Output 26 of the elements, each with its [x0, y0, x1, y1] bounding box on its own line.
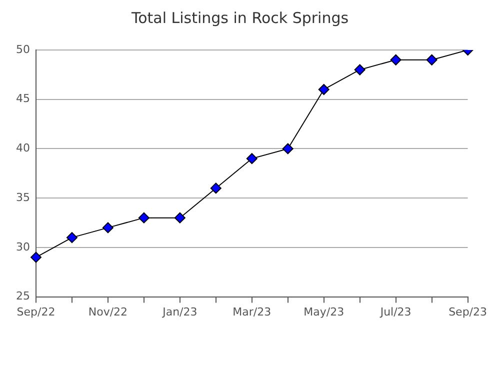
- y-tick-label: 35: [16, 190, 30, 204]
- point: [210, 182, 222, 194]
- x-tick-label: Jul/23: [379, 305, 412, 318]
- point: [390, 54, 402, 66]
- x-tick-label: Nov/22: [88, 305, 128, 318]
- y-tick-label: 25: [16, 290, 30, 303]
- point: [174, 212, 186, 224]
- x-tick-label: May/23: [304, 305, 344, 318]
- x-tick-label: Sep/22: [16, 305, 56, 318]
- y-tick-label: 45: [16, 92, 30, 106]
- point: [354, 64, 366, 76]
- point: [426, 54, 438, 66]
- point: [66, 232, 78, 244]
- x-tick-label: Sep/23: [448, 305, 487, 318]
- x-tick-label: Mar/23: [232, 305, 272, 318]
- y-tick-label: 50: [16, 42, 30, 56]
- y-tick-label: 40: [16, 142, 30, 155]
- point: [318, 84, 330, 95]
- point: [246, 153, 258, 164]
- point: [138, 212, 150, 224]
- x-tick-label: Jan/23: [162, 305, 198, 318]
- y-tick-label: 30: [16, 240, 30, 254]
- point: [30, 252, 42, 263]
- point: [102, 222, 114, 234]
- chart-title: Total Listings in Rock Springs: [130, 8, 349, 27]
- point: [282, 143, 294, 154]
